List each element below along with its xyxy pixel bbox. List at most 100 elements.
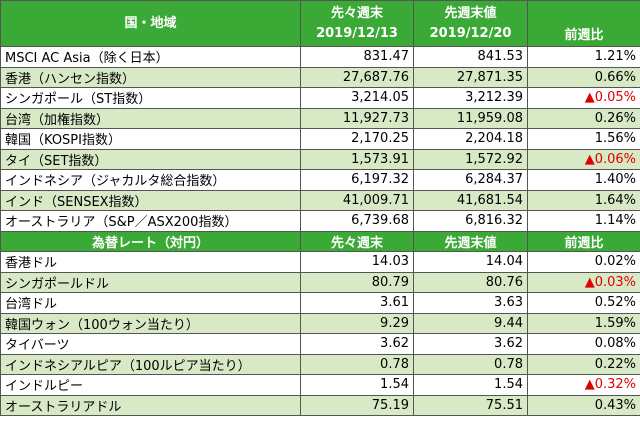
value-text: 41,681.54	[456, 192, 523, 208]
label-text: 台湾（加権指数）	[5, 112, 110, 128]
value-cell: 41,681.54	[413, 189, 528, 211]
value-cell: 1.21%	[527, 46, 640, 68]
label-text: タイ（SET指数）	[5, 153, 108, 169]
header-text: 為替レート（対円）	[91, 235, 209, 251]
row-label: インドネシア（ジャカルタ総合指数）	[0, 169, 301, 191]
value-text: 6,739.68	[351, 213, 409, 229]
market-table: 国・地域 先々週末 2019/12/13 先週末値 2019/12/20 前週比 MSCI …	[0, 0, 640, 416]
value-text: 80.79	[371, 274, 409, 290]
header-row: 国・地域 先々週末 2019/12/13 先週末値 2019/12/20 前週比	[0, 0, 640, 47]
value-cell: 6,197.32	[300, 169, 414, 191]
value-text: 80.76	[485, 274, 523, 290]
row-label: 香港ドル	[0, 251, 301, 273]
row-label: インドネシアルピア（100ルピア当たり）	[0, 353, 301, 375]
data-row: インドネシア（ジャカルタ総合指数） 6,197.32 6,284.37 1.40%	[0, 169, 640, 191]
value-text: 6,284.37	[465, 172, 523, 188]
data-row: タイ（SET指数） 1,573.91 1,572.92 ▲0.06%	[0, 148, 640, 170]
value-text: 0.66%	[594, 69, 636, 85]
data-row: インドネシアルピア（100ルピア当たり） 0.78 0.78 0.22%	[0, 353, 640, 375]
value-cell: 27,687.76	[300, 66, 414, 88]
header-row: 為替レート（対円） 先々週末 先週末値 前週比	[0, 230, 640, 252]
value-cell: 0.78	[300, 353, 414, 375]
value-text: 3.62	[494, 336, 523, 352]
value-cell: 0.08%	[527, 333, 640, 355]
value-cell: ▲0.06%	[527, 148, 640, 170]
value-text: 27,687.76	[342, 69, 409, 85]
value-text: 9.29	[380, 315, 409, 331]
row-label: シンガポール（ST指数）	[0, 87, 301, 109]
data-row: 台湾ドル 3.61 3.63 0.52%	[0, 292, 640, 314]
data-row: 香港ドル 14.03 14.04 0.02%	[0, 251, 640, 273]
header-cell: 前週比	[527, 230, 640, 252]
value-text: 14.03	[371, 254, 409, 270]
row-label: タイ（SET指数）	[0, 148, 301, 170]
value-cell: 3.62	[300, 333, 414, 355]
label-text: インドルピー	[5, 379, 84, 395]
value-cell: 841.53	[413, 46, 528, 68]
row-label: タイバーツ	[0, 333, 301, 355]
value-cell: 1.40%	[527, 169, 640, 191]
label-text: シンガポールドル	[5, 276, 110, 292]
label-text: オーストラリア（S&P／ASX200指数）	[5, 215, 238, 231]
header-text: 前週比	[564, 235, 604, 251]
value-text: 1.64%	[594, 192, 636, 208]
value-text: 1.56%	[594, 131, 636, 147]
data-row: 香港（ハンセン指数） 27,687.76 27,871.35 0.66%	[0, 66, 640, 88]
value-text: 3.62	[380, 336, 409, 352]
value-text: ▲0.05%	[584, 90, 636, 106]
value-text: 2,204.18	[465, 131, 523, 147]
value-cell: 11,927.73	[300, 107, 414, 129]
header-text: 先々週末	[330, 5, 383, 21]
label-text: インドネシア（ジャカルタ総合指数）	[5, 174, 226, 190]
value-text: 0.02%	[594, 254, 636, 270]
value-cell: 11,959.08	[413, 107, 528, 129]
row-label: 香港（ハンセン指数）	[0, 66, 301, 88]
data-row: シンガポールドル 80.79 80.76 ▲0.03%	[0, 271, 640, 293]
header-cell: 国・地域	[0, 0, 301, 47]
value-cell: 80.79	[300, 271, 414, 293]
value-cell: 6,816.32	[413, 210, 528, 232]
value-cell: 2,204.18	[413, 128, 528, 150]
header-text: 先週末値	[444, 5, 497, 21]
row-label: 台湾（加権指数）	[0, 107, 301, 129]
value-text: 0.22%	[594, 356, 636, 372]
header-cell: 先週末値	[413, 230, 528, 252]
value-cell: 14.04	[413, 251, 528, 273]
value-text: 1.54	[380, 377, 409, 393]
header-cell: 先週末値 2019/12/20	[413, 0, 528, 47]
value-cell: 0.02%	[527, 251, 640, 273]
value-text: 1,573.91	[351, 151, 409, 167]
value-cell: 0.66%	[527, 66, 640, 88]
value-cell: 3.63	[413, 292, 528, 314]
value-text: 1.54	[494, 377, 523, 393]
value-cell: 3,214.05	[300, 87, 414, 109]
value-text: 9.44	[494, 315, 523, 331]
label-text: シンガポール（ST指数）	[5, 92, 152, 108]
value-text: 3.61	[380, 295, 409, 311]
value-text: ▲0.03%	[584, 274, 636, 290]
label-text: 台湾ドル	[5, 297, 58, 313]
value-cell: ▲0.03%	[527, 271, 640, 293]
value-cell: 0.78	[413, 353, 528, 375]
value-cell: 14.03	[300, 251, 414, 273]
row-label: 韓国ウォン（100ウォン当たり）	[0, 312, 301, 334]
value-text: 11,927.73	[342, 110, 409, 126]
data-row: シンガポール（ST指数） 3,214.05 3,212.39 ▲0.05%	[0, 87, 640, 109]
header-cell: 先々週末	[300, 230, 414, 252]
value-text: 1.40%	[594, 172, 636, 188]
value-cell: 1.14%	[527, 210, 640, 232]
value-text: 6,816.32	[465, 213, 523, 229]
row-label: オーストラリア（S&P／ASX200指数）	[0, 210, 301, 232]
value-text: 75.51	[485, 397, 523, 413]
value-text: 0.43%	[594, 397, 636, 413]
data-row: 韓国（KOSPI指数） 2,170.25 2,204.18 1.56%	[0, 128, 640, 150]
header-date: 2019/12/20	[429, 25, 512, 41]
value-text: 27,871.35	[456, 69, 523, 85]
value-text: 0.78	[380, 356, 409, 372]
value-text: 3,212.39	[465, 90, 523, 106]
table-body: 国・地域 先々週末 2019/12/13 先週末値 2019/12/20 前週比 MSCI …	[0, 0, 640, 416]
value-text: 1,572.92	[465, 151, 523, 167]
value-text: 6,197.32	[351, 172, 409, 188]
value-text: 1.21%	[594, 49, 636, 65]
value-cell: 1.64%	[527, 189, 640, 211]
